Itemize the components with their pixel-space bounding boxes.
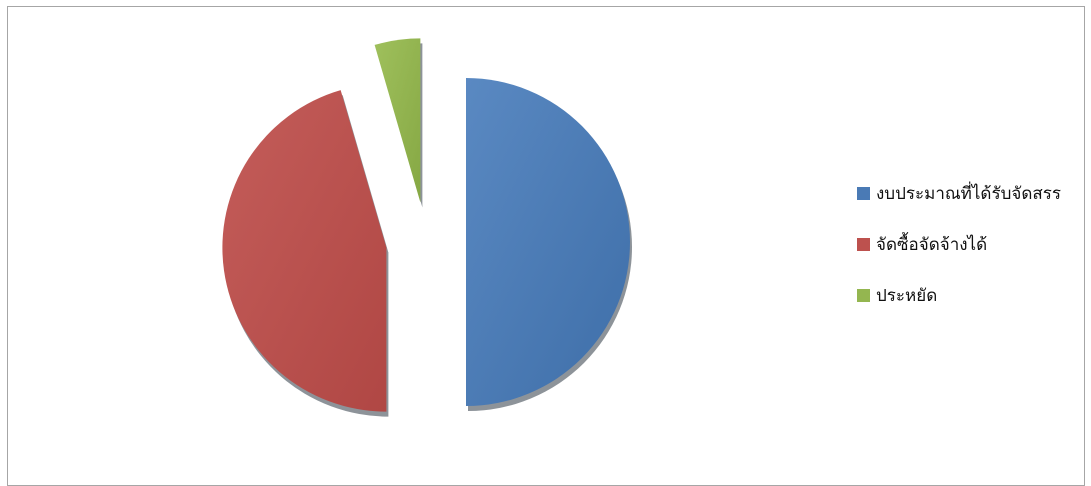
legend-swatch-blue (857, 186, 870, 200)
pie-slice-procurement (222, 90, 387, 412)
legend-label: งบประมาณที่ได้รับจัดสรร (876, 183, 1062, 204)
legend-item-procurement: จัดซื้อจัดจ้างได้ (857, 231, 1061, 257)
legend-label: จัดซื้อจัดจ้างได้ (876, 234, 988, 255)
legend-item-savings: ประหยัด (857, 282, 1061, 308)
legend: งบประมาณที่ได้รับจัดสรร จัดซื้อจัดจ้างได… (857, 180, 1061, 333)
pie-slice-savings (374, 38, 421, 203)
legend-swatch-green (857, 288, 870, 302)
pie-slice-allocated-budget (466, 78, 630, 406)
legend-swatch-red (857, 237, 870, 251)
legend-label: ประหยัด (876, 285, 938, 306)
legend-item-allocated-budget: งบประมาณที่ได้รับจัดสรร (857, 180, 1061, 206)
